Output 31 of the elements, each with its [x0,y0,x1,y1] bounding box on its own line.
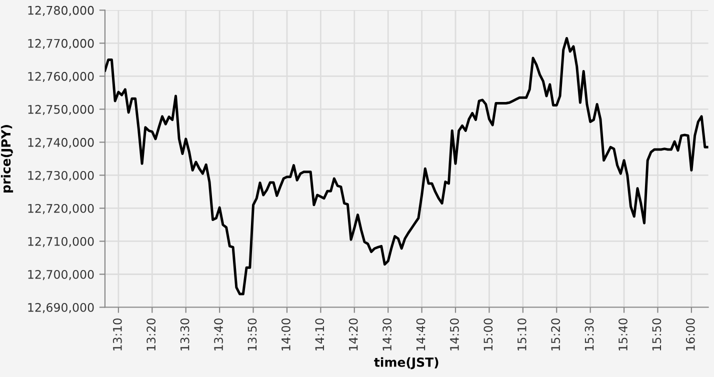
x-tick-label: 15:30 [584,318,594,350]
x-tick-label: 15:00 [484,318,493,350]
x-tick-label: 14:40 [416,318,426,350]
y-tick-label: 12,740,000 [28,138,94,148]
x-tick-label: 14:10 [315,318,324,350]
y-tick-label: 12,720,000 [28,204,94,214]
y-tick-label: 12,770,000 [28,38,94,50]
x-tick-label: 14:30 [382,318,392,350]
line-series [104,36,708,296]
y-tick-label: 12,700,000 [28,270,94,280]
y-tick-label: 12,780,000 [28,6,94,16]
x-tick-label: 13:20 [146,318,156,350]
x-tick-label: 15:10 [517,318,526,350]
y-axis-title: price(JPY) [0,125,14,192]
x-tick-label: 16:00 [686,318,695,350]
x-tick-label: 15:50 [652,318,662,350]
x-tick-label: 15:20 [551,318,560,350]
x-tick-label: 13:40 [214,318,223,350]
x-axis-title: time(JST) [374,357,438,370]
x-tick-label: 13:50 [248,318,257,350]
x-tick-label: 13:10 [112,318,122,350]
y-tick-label: 12,690,000 [28,302,94,314]
y-tick-label: 12,710,000 [28,236,94,248]
y-tick-label: 12,730,000 [28,170,94,182]
y-tick-label: 12,760,000 [28,72,94,82]
x-tick-label: 14:00 [281,318,290,350]
x-tick-label: 13:30 [180,318,190,350]
x-tick-label: 14:20 [348,318,358,350]
x-tick-label: 15:40 [618,318,628,350]
y-tick-label: 12,750,000 [28,104,94,116]
x-tick-label: 14:50 [450,318,459,350]
